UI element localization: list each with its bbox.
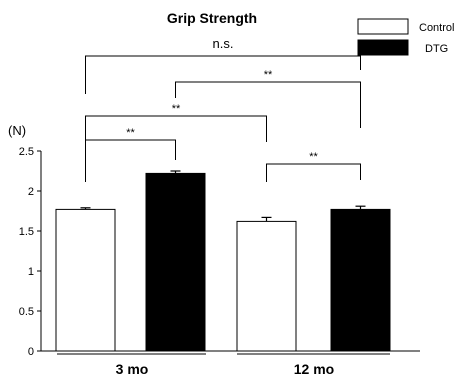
significance-label: ** <box>172 103 181 115</box>
bar <box>55 208 116 352</box>
bar <box>236 220 297 352</box>
bar <box>330 208 391 352</box>
legend-swatch-dtg <box>357 39 409 56</box>
category-label: 12 mo <box>294 361 334 377</box>
y-tick-label: 1 <box>28 266 34 278</box>
bar <box>145 172 206 352</box>
y-tick-label: 2 <box>28 186 34 198</box>
significance-label: n.s. <box>213 36 234 51</box>
y-tick-label: 2.5 <box>19 146 34 158</box>
category-label: 3 mo <box>116 361 149 377</box>
chart-title: Grip Strength <box>167 10 257 26</box>
y-axis-label: (N) <box>8 123 26 138</box>
legend-swatch-control <box>357 18 409 35</box>
y-tick-label: 1.5 <box>19 226 34 238</box>
significance-bracket <box>85 55 361 94</box>
significance-brackets: n.s. ** ** ** ** <box>85 36 361 182</box>
significance-label: ** <box>309 151 318 163</box>
significance-label: ** <box>126 127 135 139</box>
significance-bracket <box>175 81 361 128</box>
y-tick-label: 0 <box>28 346 34 358</box>
significance-bracket <box>85 139 176 182</box>
bars <box>55 170 391 352</box>
legend-label-control: Control <box>419 22 454 34</box>
y-tick-label: 0.5 <box>19 306 34 318</box>
legend-label-dtg: DTG <box>425 43 448 55</box>
significance-bracket <box>266 163 361 182</box>
legend: Control DTG <box>357 18 454 56</box>
significance-label: ** <box>264 69 273 81</box>
